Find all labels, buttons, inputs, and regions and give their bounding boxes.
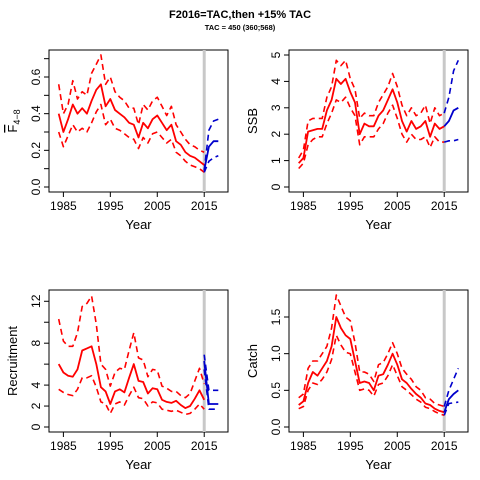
historical-lower-line bbox=[57, 103, 205, 173]
historical-lower-line bbox=[298, 334, 445, 417]
x-axis-label: Year bbox=[365, 217, 392, 232]
plot-frame bbox=[288, 49, 469, 193]
projection-lower-line bbox=[443, 138, 459, 143]
historical-estimate-line bbox=[298, 316, 445, 414]
x-tick-label: 1985 bbox=[290, 439, 317, 453]
projection-lower-line bbox=[443, 401, 459, 416]
y-tick-label: 2 bbox=[269, 131, 283, 138]
y-tick-label: 0.6 bbox=[29, 68, 43, 85]
y-tick-label: 8 bbox=[29, 340, 43, 347]
plot-frame bbox=[48, 289, 229, 433]
x-tick-label: 2015 bbox=[431, 199, 458, 213]
historical-upper-line bbox=[298, 294, 445, 408]
historical-estimate-line bbox=[57, 345, 206, 409]
x-tick-label: 1985 bbox=[50, 439, 77, 453]
y-tick-label: 1.5 bbox=[269, 308, 283, 325]
y-tick-label: 0.0 bbox=[269, 418, 283, 435]
projection-estimate-line bbox=[203, 360, 219, 405]
projection-estimate-line bbox=[443, 389, 459, 413]
panel-bottom-left: 1985 1995 2005 2015 0 2 4 8 12 Year Recruitment bbox=[5, 289, 229, 472]
x-tick-label: 2015 bbox=[191, 439, 218, 453]
y-tick-label: 0.4 bbox=[29, 105, 43, 122]
y-tick-label: 5 bbox=[269, 51, 283, 58]
x-tick-label: 2005 bbox=[384, 439, 411, 453]
panel-bottom-right: 1985 1995 2005 2015 0.0 0.5 1.0 1.5 Year Catch bbox=[245, 289, 469, 472]
y-tick-label: 4 bbox=[29, 381, 43, 388]
y-tick-label: 3 bbox=[269, 104, 283, 111]
y-axis-label: F4−8 bbox=[5, 109, 22, 132]
y-tick-label: 0 bbox=[269, 183, 283, 190]
y-axis-label: Catch bbox=[245, 344, 260, 378]
panel-top-right: 1985 1995 2005 2015 0 1 2 3 4 5 Year SSB bbox=[245, 49, 469, 232]
y-tick-label: 1 bbox=[269, 157, 283, 164]
projection-upper-line bbox=[443, 367, 460, 407]
x-tick-label: 1995 bbox=[97, 199, 124, 213]
x-tick-label: 2005 bbox=[384, 199, 411, 213]
x-tick-label: 1995 bbox=[337, 439, 364, 453]
y-tick-label: 12 bbox=[29, 294, 43, 308]
y-axis-label: SSB bbox=[245, 108, 260, 134]
x-tick-label: 2005 bbox=[144, 439, 171, 453]
y-tick-label: 0.5 bbox=[269, 382, 283, 399]
x-axis-label: Year bbox=[125, 217, 152, 232]
y-tick-label: 1.0 bbox=[269, 345, 283, 362]
y-axis-label: Recruitment bbox=[5, 326, 20, 396]
x-tick-label: 1985 bbox=[290, 199, 317, 213]
chart-title: F2016=TAC,then +15% TAC bbox=[168, 9, 312, 21]
x-axis-label: Year bbox=[365, 457, 392, 472]
x-tick-label: 1995 bbox=[97, 439, 124, 453]
panel-top-left: 1985 1995 2005 2015 0.0 0.2 0.4 0.6 Year F4−8 bbox=[5, 49, 229, 232]
plot-frame bbox=[48, 49, 229, 193]
x-tick-label: 2015 bbox=[431, 439, 458, 453]
y-tick-label: 4 bbox=[269, 78, 283, 85]
y-tick-label: 2 bbox=[29, 402, 43, 409]
x-axis-label: Year bbox=[125, 457, 152, 472]
y-tick-label: 0.2 bbox=[29, 142, 43, 159]
historical-estimate-line bbox=[57, 83, 205, 166]
x-tick-label: 1995 bbox=[337, 199, 364, 213]
projection-upper-line bbox=[443, 59, 460, 114]
projection-estimate-line bbox=[203, 140, 219, 171]
projection-lower-line bbox=[203, 155, 219, 173]
historical-lower-line bbox=[298, 96, 445, 170]
y-tick-label: 0 bbox=[29, 423, 43, 430]
x-tick-label: 2015 bbox=[191, 199, 218, 213]
historical-upper-line bbox=[57, 54, 205, 153]
historical-upper-line bbox=[298, 59, 445, 159]
y-tick-label: 0.0 bbox=[29, 178, 43, 195]
chart-subtitle: TAC = 450 (360;568) bbox=[204, 23, 276, 32]
historical-upper-line bbox=[57, 295, 205, 399]
historical-estimate-line bbox=[298, 77, 445, 164]
projection-estimate-line bbox=[443, 107, 459, 127]
x-tick-label: 2005 bbox=[144, 199, 171, 213]
plot-frame bbox=[288, 289, 469, 433]
x-tick-label: 1985 bbox=[50, 199, 77, 213]
projection-upper-line bbox=[203, 354, 219, 392]
projection-upper-line bbox=[203, 118, 219, 171]
historical-lower-line bbox=[58, 374, 205, 416]
